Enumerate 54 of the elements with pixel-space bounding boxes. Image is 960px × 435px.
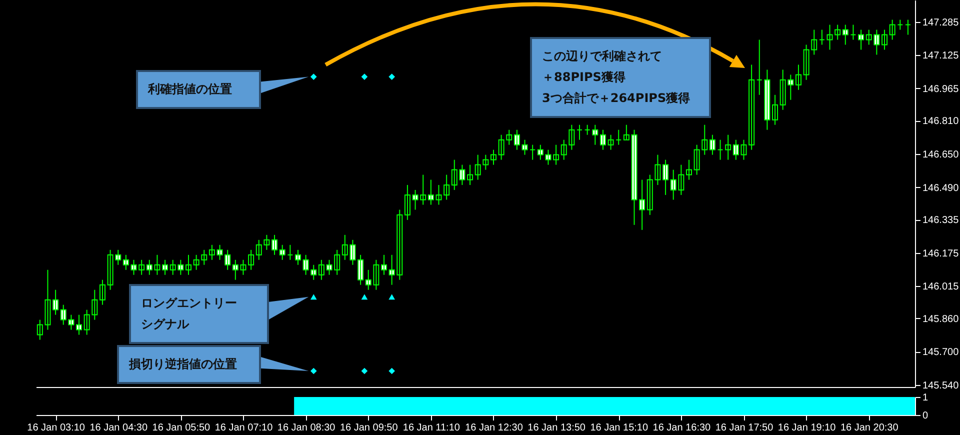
candlestick bbox=[576, 124, 583, 140]
point bbox=[388, 294, 395, 300]
x-tick-label: 16 Jan 08:30 bbox=[277, 422, 336, 434]
candlestick bbox=[904, 19, 911, 36]
candlestick bbox=[287, 244, 294, 260]
callout-box: 損切り逆指値の位置 bbox=[117, 345, 261, 384]
x-tick-label: 16 Jan 11:10 bbox=[402, 422, 460, 434]
y-tick-label: 146.175 bbox=[922, 248, 960, 260]
candlestick bbox=[850, 24, 856, 40]
x-tick-label: 16 Jan 12:30 bbox=[465, 422, 524, 434]
x-tick-label: 16 Jan 03:10 bbox=[27, 422, 86, 434]
candlestick bbox=[818, 29, 825, 46]
candlestick bbox=[530, 144, 536, 160]
y-tick-label: 146.810 bbox=[922, 116, 960, 128]
y-tick-label: 146.965 bbox=[922, 84, 960, 95]
y-tick-label: 146.015 bbox=[922, 282, 960, 293]
x-tick-label: 16 Jan 19:10 bbox=[778, 422, 836, 434]
x-tick-label: 16 Jan 13:50 bbox=[528, 422, 586, 434]
candlestick bbox=[616, 129, 622, 146]
candlestick bbox=[584, 124, 590, 136]
x-tick-label: 16 Jan 07:10 bbox=[214, 422, 274, 434]
point bbox=[310, 74, 317, 80]
y-tick-label: 145.540 bbox=[922, 380, 960, 392]
y-tick-label: 145.860 bbox=[922, 314, 960, 325]
point bbox=[310, 368, 317, 374]
y-tick-label: 146.335 bbox=[922, 215, 960, 226]
y-tick-label: 147.285 bbox=[922, 17, 960, 28]
y-tick-label: 0 bbox=[922, 410, 928, 422]
annotation: 利確指値の位置 bbox=[148, 81, 233, 98]
x-tick-label: 16 Jan 04:30 bbox=[90, 422, 148, 434]
y-tick-label: 145.700 bbox=[922, 347, 960, 358]
annotation: 3つ合計で＋264PIPS獲得 bbox=[542, 90, 692, 107]
annotation: 損切り逆指値の位置 bbox=[129, 356, 238, 373]
point bbox=[388, 368, 395, 374]
point bbox=[310, 294, 317, 300]
y-tick-label: 146.490 bbox=[922, 182, 960, 194]
x-tick-label: 16 Jan 17:50 bbox=[715, 422, 774, 434]
annotation: ロングエントリーシグナル bbox=[141, 295, 238, 333]
callout-box: ロングエントリーシグナル bbox=[129, 284, 269, 344]
y-tick-label: 1 bbox=[922, 392, 928, 404]
candlestick bbox=[717, 139, 724, 160]
y-tick-label: 147.125 bbox=[922, 50, 960, 62]
x-tick-label: 16 Jan 20:30 bbox=[840, 422, 899, 434]
candlestick bbox=[756, 39, 762, 96]
x-tick-label: 16 Jan 16:30 bbox=[652, 422, 712, 434]
point bbox=[388, 74, 395, 80]
x-tick-label: 16 Jan 09:50 bbox=[340, 422, 398, 434]
callout-box: 利確指値の位置 bbox=[136, 70, 261, 109]
annotation: この辺りで利確されて＋88PIPS獲得 bbox=[542, 48, 663, 86]
callout-box: この辺りで利確されて＋88PIPS獲得 3つ合計で＋264PIPS獲得 bbox=[530, 37, 711, 118]
x-tick-label: 16 Jan 05:50 bbox=[152, 422, 211, 434]
candlestick bbox=[897, 19, 904, 30]
y-tick-label: 146.650 bbox=[922, 149, 960, 160]
x-tick-label: 16 Jan 15:10 bbox=[590, 422, 648, 434]
